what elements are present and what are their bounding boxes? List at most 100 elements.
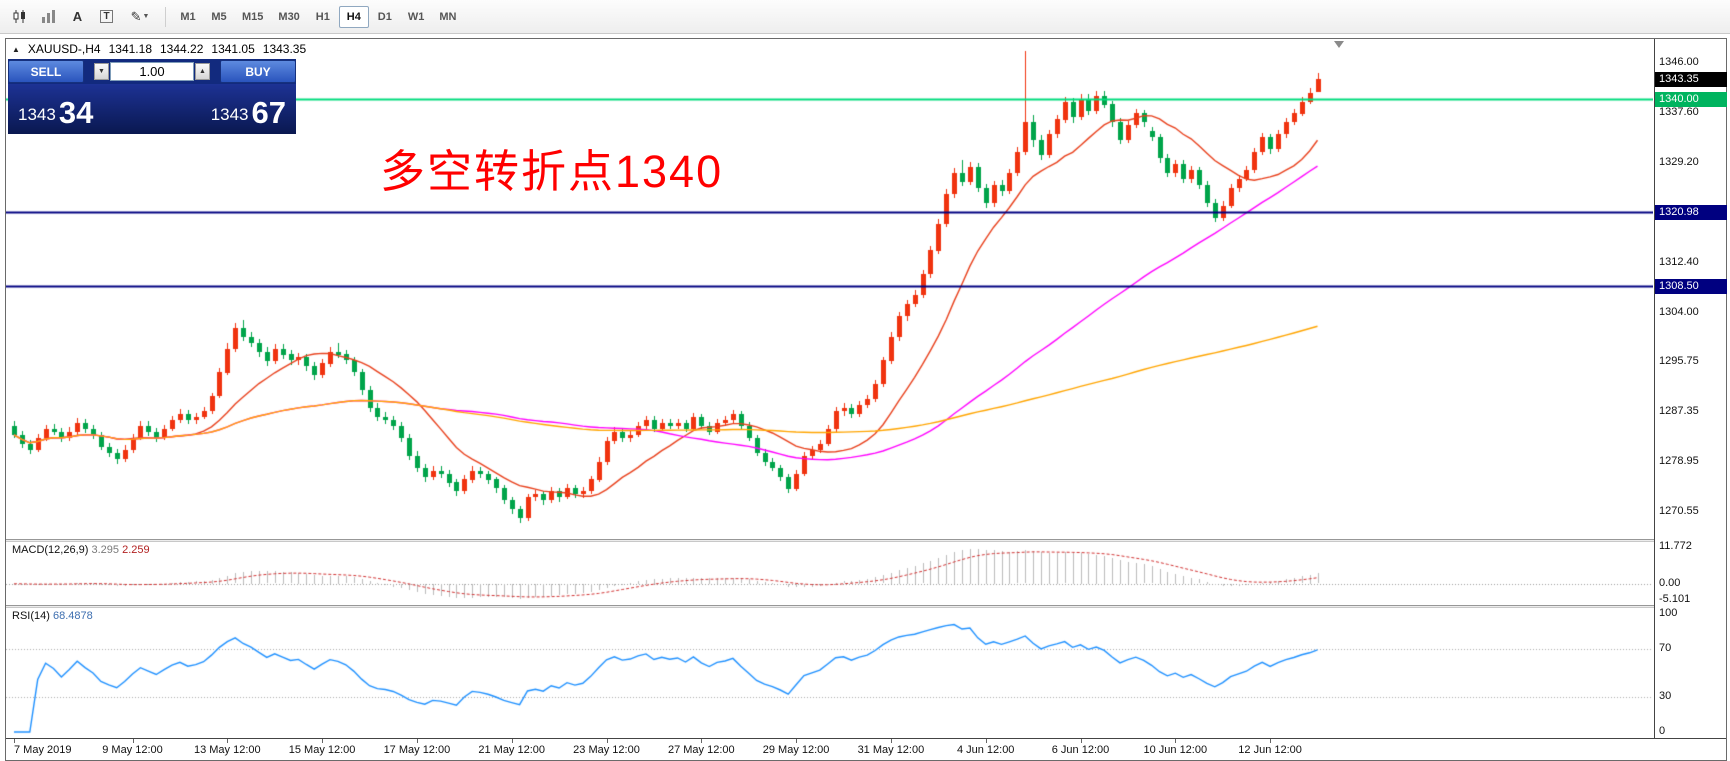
price-axis-tick: 1337.60 [1659, 105, 1699, 118]
rsi-axis-tick: 30 [1659, 689, 1672, 702]
time-axis-label: 6 Jun 12:00 [1051, 744, 1110, 756]
hline-price-badge: 1340.00 [1655, 91, 1727, 107]
chart-shift-marker[interactable] [1334, 41, 1344, 48]
time-axis-tick [14, 739, 15, 743]
time-axis-label: 31 May 12:00 [857, 744, 925, 756]
one-click-trading-panel: SELL ▼ ▲ BUY 1343 34 1343 67 [8, 59, 296, 134]
chevron-down-icon: ▼ [142, 13, 150, 20]
rsi-axis-tick: 70 [1659, 642, 1672, 655]
panel-splitter[interactable] [6, 539, 1726, 542]
rsi-label: RSI(14) 68.4878 [12, 610, 93, 622]
time-axis-label: 23 May 12:00 [573, 744, 640, 756]
rsi-indicator-canvas[interactable] [6, 608, 1653, 738]
collapse-trade-panel-icon[interactable]: ▲ [12, 44, 20, 54]
timeframe-button-m15[interactable]: M15 [242, 10, 264, 23]
time-axis-label: 13 May 12:00 [193, 744, 261, 756]
panel-splitter[interactable] [6, 605, 1726, 608]
time-axis-tick [701, 739, 702, 743]
bid-main: 1343 [18, 105, 56, 124]
price-axis-tick: 1287.35 [1659, 404, 1699, 417]
time-axis-tick [322, 739, 323, 743]
price-axis-tick: 1295.75 [1659, 354, 1699, 367]
time-axis-tick [1175, 739, 1176, 743]
rsi-axis-tick: 0 [1659, 725, 1666, 737]
price-axis-tick: 1304.00 [1659, 305, 1699, 318]
toolbar: A T ✎ ▼ M1 M5 M15 M30 H1 H4 D1 W1 MN [0, 0, 1730, 34]
time-axis-tick [1081, 739, 1082, 743]
time-axis-tick [796, 739, 797, 743]
lot-size-controls: ▼ ▲ [84, 62, 220, 81]
trade-panel-prices: 1343 34 1343 67 [8, 84, 296, 134]
price-axis-tick: 1312.40 [1659, 255, 1699, 268]
price-axis-tick: 1270.55 [1659, 504, 1699, 517]
chart-window: ▲ XAUUSD-,H4 1341.18 1344.22 1341.05 134… [5, 38, 1727, 761]
ask-pips: 67 [251, 95, 286, 130]
timeframe-button-d1[interactable]: D1 [377, 10, 392, 23]
time-axis-label: 12 Jun 12:00 [1238, 744, 1302, 756]
last-price-badge: 1343.35 [1655, 71, 1727, 87]
price-axis-tick: 1278.95 [1659, 454, 1699, 467]
macd-signal-value: 2.259 [122, 544, 150, 556]
timeframe-button-m1[interactable]: M1 [180, 10, 196, 23]
macd-axis-tick: 11.772 [1659, 540, 1692, 553]
hline-price-badge: 1308.50 [1655, 279, 1727, 295]
candlestick-chart-icon[interactable] [6, 5, 33, 29]
bar-open: 1341.18 [108, 42, 152, 56]
time-axis-label: 15 May 12:00 [288, 744, 356, 756]
time-axis-tick [227, 739, 228, 743]
lot-size-input[interactable] [110, 62, 194, 81]
text-box-glyph: T [100, 10, 113, 23]
symbol-title: XAUUSD-,H4 [27, 42, 101, 56]
pencil-icon: ✎ [130, 8, 142, 24]
ask-price: 1343 67 [211, 97, 286, 128]
chart-annotation-text[interactable]: 多空转折点1340 [380, 146, 724, 197]
timeframe-group: M1 M5 M15 M30 H1 H4 D1 W1 MN [173, 5, 463, 28]
timeframe-button-w1[interactable]: W1 [407, 10, 425, 23]
time-axis-tick [986, 739, 987, 743]
price-axis-tick: 1329.20 [1659, 155, 1699, 168]
ask-main: 1343 [210, 105, 249, 124]
rsi-value: 68.4878 [52, 610, 93, 622]
hline-price-badge: 1320.98 [1655, 204, 1727, 220]
symbol-header: ▲ XAUUSD-,H4 1341.18 1344.22 1341.05 134… [12, 42, 306, 56]
bar-high: 1344.22 [160, 42, 204, 56]
lot-increase-button[interactable]: ▲ [195, 63, 210, 80]
timeframe-button-m30[interactable]: M30 [278, 10, 300, 23]
macd-label: MACD(12,26,9) 3.295 2.259 [12, 544, 150, 556]
price-axis-tick: 1346.00 [1659, 55, 1699, 68]
timeframe-button-m5[interactable]: M5 [211, 10, 227, 23]
time-axis-label: 4 Jun 12:00 [956, 744, 1015, 756]
drawing-tools-dropdown[interactable]: ✎ ▼ [122, 5, 158, 29]
buy-button[interactable]: BUY [220, 60, 296, 83]
macd-value: 3.295 [91, 544, 120, 556]
time-axis-label: 29 May 12:00 [762, 744, 830, 756]
time-axis-label: 17 May 12:00 [383, 744, 451, 756]
time-axis-label: 9 May 12:00 [102, 744, 163, 756]
bar-low: 1341.05 [211, 42, 255, 56]
time-axis-tick [512, 739, 513, 743]
time-axis-label: 21 May 12:00 [478, 744, 546, 756]
text-box-tool-icon[interactable]: T [93, 5, 120, 29]
timeframe-button-mn[interactable]: MN [439, 10, 457, 23]
toolbar-separator [165, 6, 166, 27]
timeframe-button-h1[interactable]: H1 [315, 10, 330, 23]
text-label-tool-icon[interactable]: A [72, 9, 83, 24]
bid-price: 1343 34 [18, 97, 93, 128]
sell-button[interactable]: SELL [8, 60, 84, 83]
time-axis-tick [417, 739, 418, 743]
bar-chart-icon[interactable] [35, 5, 62, 29]
rsi-name: RSI(14) [12, 610, 50, 622]
trade-panel-top-row: SELL ▼ ▲ BUY [8, 59, 296, 84]
time-axis-label: 10 Jun 12:00 [1143, 744, 1208, 756]
macd-indicator-canvas[interactable] [6, 542, 1653, 605]
time-axis-label: 7 May 2019 [14, 744, 72, 756]
time-axis-tick [607, 739, 608, 743]
time-axis-label: 27 May 12:00 [667, 744, 735, 756]
time-axis-tick [133, 739, 134, 743]
time-axis-tick [891, 739, 892, 743]
time-axis-tick [1270, 739, 1271, 743]
lot-decrease-button[interactable]: ▼ [94, 63, 109, 80]
price-scale[interactable]: 1346.00 1337.60 1329.20 1312.40 1304.00 1295.… [1654, 39, 1727, 738]
time-axis[interactable]: 7 May 2019 9 May 12:00 13 May 12:00 15 May … [6, 738, 1726, 760]
timeframe-button-h4[interactable]: H4 [338, 5, 369, 28]
